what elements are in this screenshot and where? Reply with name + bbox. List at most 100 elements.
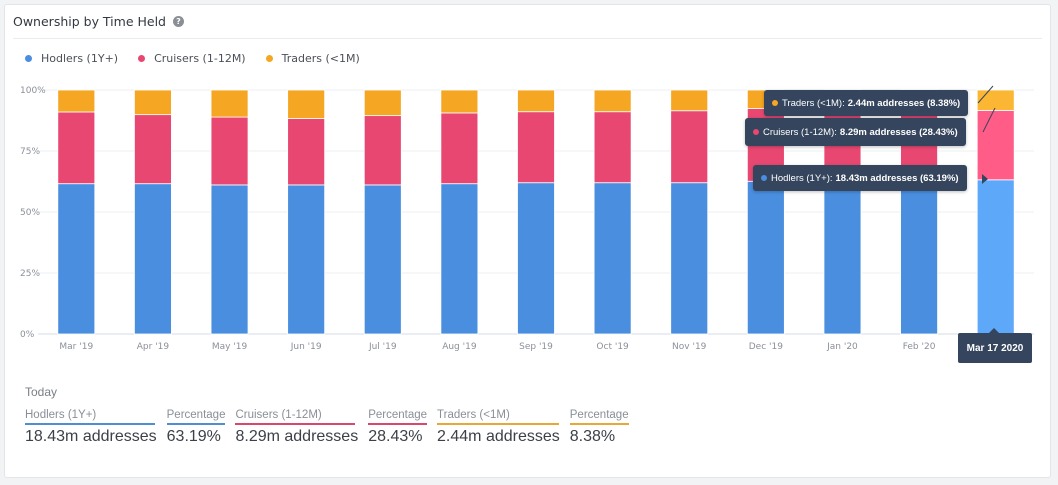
- x-tick-label: Sep '19: [519, 342, 553, 352]
- bar-segment-hodlers[interactable]: [823, 180, 862, 335]
- x-tick-label: Mar '19: [59, 342, 93, 352]
- bar-segment-hodlers[interactable]: [210, 184, 249, 335]
- stat-value: 8.29m addresses: [235, 428, 359, 445]
- bar-segment-traders[interactable]: [363, 89, 402, 117]
- x-tick-label: Jan '20: [826, 342, 858, 352]
- tooltip-dot-icon: [761, 175, 767, 181]
- x-tick-label: Aug '19: [442, 342, 477, 352]
- x-tick-label: Dec '19: [749, 342, 783, 352]
- stat-value: 63.19%: [166, 428, 221, 445]
- y-tick-label: 0%: [20, 330, 35, 340]
- stat-label: Cruisers (1-12M): [235, 409, 356, 425]
- stat-value: 18.43m addresses: [25, 428, 157, 445]
- bar-segment-cruisers[interactable]: [210, 116, 249, 186]
- bar-segment-cruisers[interactable]: [287, 118, 326, 186]
- legend-item-cruisers[interactable]: Cruisers (1-12M): [138, 52, 246, 65]
- y-tick-label: 75%: [20, 147, 40, 157]
- bar-segment-hodlers[interactable]: [670, 182, 709, 335]
- legend-dot-icon: [25, 55, 32, 62]
- stat-hodlers-addresses: Hodlers (1Y+) 18.43m addresses: [25, 409, 157, 446]
- bar-segment-hodlers[interactable]: [363, 184, 402, 335]
- card-title-text: Ownership by Time Held: [13, 14, 166, 29]
- tooltip-dot-icon: [772, 100, 778, 106]
- stat-cruisers-percentage: Percentage 28.43%: [368, 409, 428, 446]
- bar-segment-hodlers[interactable]: [517, 182, 555, 335]
- stat-value: 2.44m addresses: [437, 428, 560, 445]
- bar-segment-cruisers[interactable]: [363, 115, 402, 186]
- stat-label: Percentage: [569, 409, 629, 425]
- legend-label: Traders (<1M): [281, 52, 360, 65]
- y-tick-label: 100%: [20, 86, 46, 96]
- tooltip-connector: [982, 107, 996, 133]
- card-title: Ownership by Time Held ?: [13, 14, 184, 29]
- ownership-card: Ownership by Time Held ? Hodlers (1Y+) C…: [4, 4, 1051, 478]
- bar-segment-hodlers[interactable]: [440, 183, 479, 335]
- question-circle-icon[interactable]: ?: [173, 16, 184, 27]
- stat-label: Percentage: [166, 409, 226, 425]
- tooltip-cruisers: Cruisers (1-12M): 8.29m addresses (28.43…: [745, 118, 966, 146]
- tooltip-pointer: [982, 174, 988, 184]
- bar-segment-hodlers[interactable]: [746, 180, 785, 335]
- bar-segment-traders[interactable]: [287, 89, 326, 119]
- tooltip-series-value: 18.43m addresses (63.19%): [835, 172, 959, 184]
- tooltip-hodlers: Hodlers (1Y+): 18.43m addresses (63.19%): [753, 165, 967, 191]
- tooltip-series-label: Traders (<1M):: [782, 97, 845, 109]
- bar-segment-traders[interactable]: [593, 89, 632, 113]
- x-tick-label: Apr '19: [137, 342, 170, 352]
- x-tick-label: Nov '19: [672, 342, 707, 352]
- summary-heading: Today: [25, 385, 58, 399]
- bar-segment-traders[interactable]: [134, 89, 172, 116]
- legend-label: Cruisers (1-12M): [154, 52, 246, 65]
- stat-label: Percentage: [368, 409, 428, 425]
- bar-segment-hodlers[interactable]: [287, 184, 326, 335]
- tooltip-series-value: 2.44m addresses (8.38%): [847, 97, 961, 109]
- bar-segment-hodlers[interactable]: [593, 182, 632, 335]
- bar-segment-traders[interactable]: [976, 89, 1015, 111]
- bar-segment-cruisers[interactable]: [670, 110, 709, 184]
- y-tick-label: 50%: [20, 208, 40, 218]
- stat-traders-percentage: Percentage 8.38%: [569, 409, 629, 446]
- x-tick-label: Jul '19: [368, 342, 397, 352]
- stat-label: Traders (<1M): [437, 409, 560, 425]
- legend-dot-icon: [265, 55, 273, 62]
- bar-segment-cruisers[interactable]: [440, 112, 479, 185]
- x-tick-label: May '19: [212, 342, 248, 352]
- bar-segment-cruisers[interactable]: [134, 114, 172, 185]
- stat-cruisers-addresses: Cruisers (1-12M) 8.29m addresses: [235, 409, 358, 446]
- chart-legend: Hodlers (1Y+) Cruisers (1-12M) Traders (…: [25, 52, 360, 65]
- bar-segment-cruisers[interactable]: [593, 111, 632, 184]
- legend-label: Hodlers (1Y+): [41, 52, 119, 65]
- bar-segment-hodlers[interactable]: [976, 179, 1015, 335]
- bar-segment-hodlers[interactable]: [900, 179, 938, 335]
- bar-segment-traders[interactable]: [57, 89, 96, 113]
- stat-label: Hodlers (1Y+): [25, 409, 155, 425]
- title-divider: [13, 38, 1042, 39]
- stat-value: 8.38%: [569, 428, 616, 445]
- legend-item-hodlers[interactable]: Hodlers (1Y+): [25, 52, 118, 65]
- y-tick-label: 25%: [20, 269, 40, 279]
- stat-value: 28.43%: [368, 428, 423, 445]
- bar-segment-traders[interactable]: [670, 89, 709, 112]
- stat-traders-addresses: Traders (<1M) 2.44m addresses: [437, 409, 560, 446]
- tooltip-series-label: Hodlers (1Y+):: [771, 172, 833, 184]
- stat-hodlers-percentage: Percentage 63.19%: [166, 409, 226, 446]
- bar-segment-cruisers[interactable]: [976, 110, 1015, 181]
- bar-segment-traders[interactable]: [210, 89, 249, 118]
- bar-segment-cruisers[interactable]: [57, 111, 96, 185]
- bar-segment-hodlers[interactable]: [134, 183, 172, 335]
- tooltip-connector: [977, 85, 994, 104]
- bar-segment-traders[interactable]: [517, 89, 555, 113]
- bar-segment-traders[interactable]: [440, 89, 479, 114]
- tooltip-series-value: 8.29m addresses (28.43%): [839, 126, 958, 138]
- summary-stats: Hodlers (1Y+) 18.43m addresses Percentag…: [25, 409, 629, 446]
- tooltip-traders: Traders (<1M): 2.44m addresses (8.38%): [764, 90, 969, 116]
- bar-segment-hodlers[interactable]: [57, 183, 96, 335]
- legend-item-traders[interactable]: Traders (<1M): [265, 52, 360, 65]
- x-tick-label: Jun '19: [290, 342, 322, 352]
- x-tick-label: Oct '19: [596, 342, 629, 352]
- x-tick-label: Feb '20: [903, 342, 936, 352]
- bar-segment-cruisers[interactable]: [517, 111, 555, 184]
- tooltip-date: Mar 17 2020: [958, 328, 1032, 363]
- tooltip-dot-icon: [753, 129, 759, 135]
- today-summary: Today Hodlers (1Y+) 18.43m addresses Per…: [25, 385, 629, 446]
